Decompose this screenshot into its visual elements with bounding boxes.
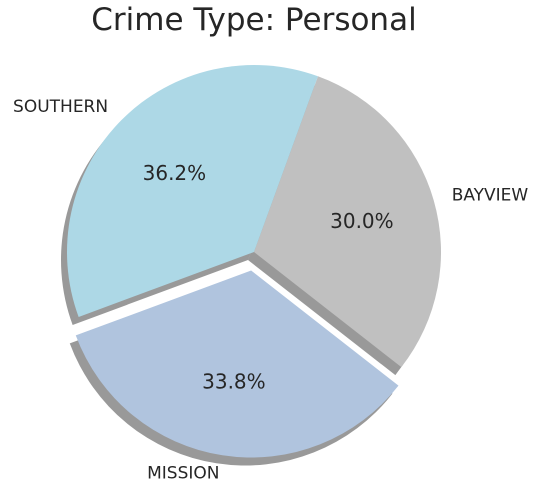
slice-label-mission: MISSION — [147, 464, 219, 479]
slice-percent-mission: 33.8% — [202, 369, 266, 393]
slice-percent-southern: 36.2% — [143, 161, 207, 185]
chart-title: Crime Type: Personal — [91, 2, 416, 38]
slice-label-bayview: BAYVIEW — [452, 185, 529, 205]
pie-slice-bayview — [254, 76, 442, 368]
pie-slices — [67, 65, 442, 458]
pie-labels: BAYVIEW 30.0% MISSION 33.8% SOUTHERN 36.2% — [13, 97, 528, 479]
pie-slice-mission — [75, 270, 399, 458]
pie-slice-southern — [67, 65, 318, 317]
slice-percent-bayview: 30.0% — [330, 209, 394, 233]
slice-label-southern: SOUTHERN — [13, 97, 108, 117]
